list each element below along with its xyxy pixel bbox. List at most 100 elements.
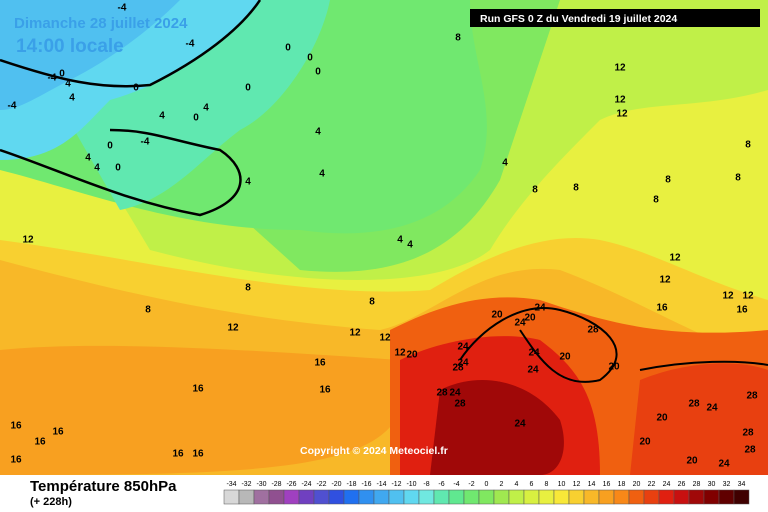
scale-label: -12 — [391, 481, 401, 488]
scale-label: -10 — [406, 481, 416, 488]
contour-label: 28 — [688, 399, 700, 410]
scale-swatch — [643, 489, 660, 505]
contour-label: 0 — [59, 69, 65, 80]
contour-label: 16 — [10, 455, 22, 466]
copyright: Copyright © 2024 Meteociel.fr — [300, 445, 448, 457]
scale-label: 22 — [648, 481, 656, 488]
scale-label: 34 — [738, 481, 746, 488]
contour-label: 4 — [69, 93, 75, 104]
contour-label: 20 — [639, 437, 651, 448]
contour-lines — [0, 0, 768, 383]
scale-swatch — [523, 489, 540, 505]
contour-label: 0 — [285, 43, 291, 54]
scale-label: 0 — [485, 481, 489, 488]
scale-label: -6 — [438, 481, 444, 488]
contour-label: 12 — [722, 291, 734, 302]
contour-label: 24 — [718, 459, 730, 470]
contour-label: 8 — [369, 297, 375, 308]
contour-label: 8 — [145, 305, 151, 316]
scale-label: -28 — [271, 481, 281, 488]
scale-swatch — [253, 489, 270, 505]
scale-swatch — [388, 489, 405, 505]
contour-label: 12 — [659, 275, 671, 286]
contour-label: 16 — [192, 384, 204, 395]
scale-label: -32 — [241, 481, 251, 488]
scale-swatch — [583, 489, 600, 505]
contour-label: 8 — [665, 175, 671, 186]
footer-lead: (+ 228h) — [30, 496, 72, 508]
scale-swatch — [508, 489, 525, 505]
contour-label: 20 — [559, 352, 571, 363]
scale-swatch — [598, 489, 615, 505]
contour-label: 28 — [436, 388, 448, 399]
scale-swatch — [493, 489, 510, 505]
scale-label: 6 — [530, 481, 534, 488]
contour-label: 4 — [319, 169, 325, 180]
scale-label: 10 — [558, 481, 566, 488]
scale-label: 24 — [663, 481, 671, 488]
scale-swatch — [373, 489, 390, 505]
contour-label: -4 — [118, 3, 127, 14]
contour-label: 4 — [94, 163, 100, 174]
scale-swatch — [733, 489, 750, 505]
color-scale: -34 -32 -30 -28 -26 -24 -22 -20 -18 -16 -14 -12 -10-… — [223, 481, 750, 505]
scale-label: 8 — [545, 481, 549, 488]
scale-label: -16 — [361, 481, 371, 488]
scale-swatch — [403, 489, 420, 505]
contour-label: 4 — [397, 235, 403, 246]
contour-label: 16 — [319, 385, 331, 396]
contour-label: 8 — [245, 283, 251, 294]
scale-swatch — [238, 489, 255, 505]
contour-label: 12 — [614, 63, 626, 74]
contour-label: 24 — [706, 403, 718, 414]
contour-label: 4 — [65, 79, 71, 90]
scale-swatch — [568, 489, 585, 505]
contour-label: 28 — [742, 428, 754, 439]
contour-label: 16 — [10, 421, 22, 432]
run: Run GFS 0 Z du Vendredi 19 juillet 2024 — [480, 13, 677, 25]
contour-label: 4 — [203, 103, 209, 114]
contour-label: 16 — [52, 427, 64, 438]
contour-label: 24 — [457, 358, 469, 369]
scale-label: -26 — [286, 481, 296, 488]
scale-swatch — [433, 489, 450, 505]
contour-label: 24 — [514, 318, 526, 329]
contour-label: 28 — [587, 325, 599, 336]
contour-label: 12 — [669, 253, 681, 264]
contour-label: 8 — [653, 195, 659, 206]
contour-label: 16 — [736, 305, 748, 316]
scale-swatch — [718, 489, 735, 505]
contour-label: 24 — [534, 303, 546, 314]
contour-label: 12 — [616, 109, 628, 120]
scale-label: 12 — [573, 481, 581, 488]
scale-label: 26 — [678, 481, 686, 488]
contour-label: 28 — [452, 363, 464, 374]
scale-label: -18 — [346, 481, 356, 488]
scale-swatch — [268, 489, 285, 505]
contour-label: 28 — [746, 391, 758, 402]
scale-swatch — [418, 489, 435, 505]
contour-label: 28 — [454, 399, 466, 410]
contour-label: 16 — [34, 437, 46, 448]
scale-label: -4 — [453, 481, 459, 488]
contour-label: -4 — [8, 101, 17, 112]
contour-label: 28 — [744, 445, 756, 456]
scale-label: -30 — [256, 481, 266, 488]
scale-swatch — [628, 489, 645, 505]
scale-swatch — [703, 489, 720, 505]
scale-swatch — [613, 489, 630, 505]
contour-label: 12 — [742, 291, 754, 302]
scale-label: 18 — [618, 481, 626, 488]
contour-label: 24 — [457, 342, 469, 353]
scale-label: -8 — [423, 481, 429, 488]
contour-label: -4 — [141, 137, 150, 148]
contour-label: 0 — [115, 163, 121, 174]
contour-label: 24 — [527, 365, 539, 376]
scale-swatch — [358, 489, 375, 505]
scale-label: 14 — [588, 481, 596, 488]
scale-swatch — [448, 489, 465, 505]
scale-label: 4 — [515, 481, 519, 488]
contour-label: 16 — [192, 449, 204, 460]
contour-label: 16 — [314, 358, 326, 369]
